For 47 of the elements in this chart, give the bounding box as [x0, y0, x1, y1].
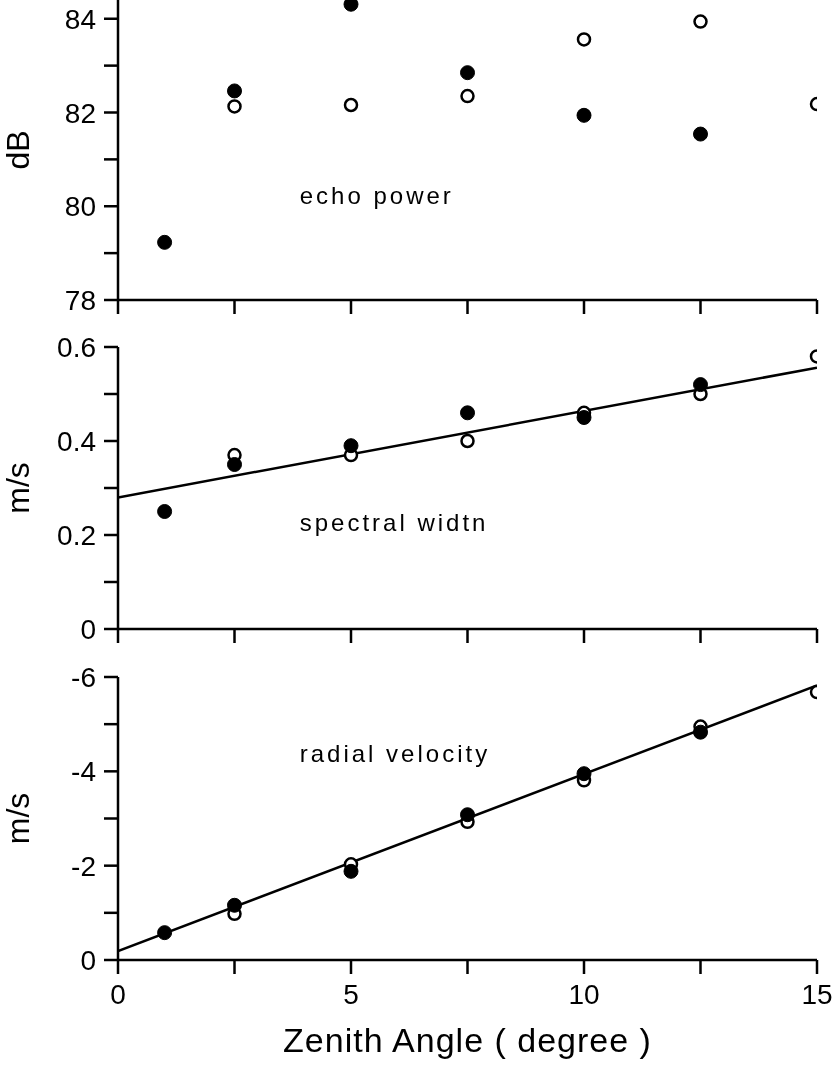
y-tick-label: 80 — [64, 191, 96, 223]
y-tick-label: 0 — [80, 945, 96, 976]
y-tick-label: -4 — [71, 756, 96, 788]
point — [227, 897, 242, 913]
y-axis-title: m/s — [0, 792, 37, 845]
point — [576, 32, 592, 47]
point — [157, 504, 173, 519]
point — [693, 377, 708, 393]
x-tick-label: 5 — [343, 979, 359, 1010]
x-tick-label: 10 — [568, 979, 600, 1010]
point — [693, 126, 708, 142]
point — [460, 65, 475, 81]
y-tick-label: 0.4 — [57, 426, 96, 457]
x-axis-title: Zenith Angle ( degree ) — [283, 1021, 652, 1059]
y-tick-label: 82 — [64, 97, 96, 129]
y-axis-title: dB — [0, 130, 37, 170]
annotation: radial velocity — [299, 740, 491, 769]
point — [343, 863, 359, 879]
y-tick-label: 0 — [80, 614, 96, 645]
y-tick-label: 0.6 — [57, 332, 96, 363]
y-tick-label: -2 — [71, 850, 96, 882]
x-tick-label: 0 — [110, 979, 126, 1010]
y-tick-label: -6 — [71, 662, 96, 693]
point — [693, 14, 708, 29]
point — [576, 410, 592, 425]
y-tick-label: 84 — [64, 3, 96, 35]
point — [227, 83, 242, 99]
y-axis-title: m/s — [0, 462, 37, 514]
point — [576, 766, 592, 782]
point — [693, 724, 708, 740]
point — [343, 438, 359, 454]
annotation: echo power — [299, 182, 454, 210]
point — [227, 99, 242, 114]
y-tick-label: 78 — [64, 285, 96, 316]
point — [460, 405, 475, 421]
point — [460, 433, 475, 449]
point — [460, 807, 475, 823]
y-tick-label: 0.2 — [57, 520, 96, 551]
point — [460, 88, 475, 104]
annotation: spectral widtn — [299, 508, 489, 537]
x-tick-label: 15 — [801, 979, 833, 1010]
point — [343, 0, 359, 12]
point — [343, 97, 359, 113]
point — [576, 107, 592, 123]
point — [157, 925, 173, 941]
point — [227, 457, 242, 472]
point — [157, 234, 173, 250]
